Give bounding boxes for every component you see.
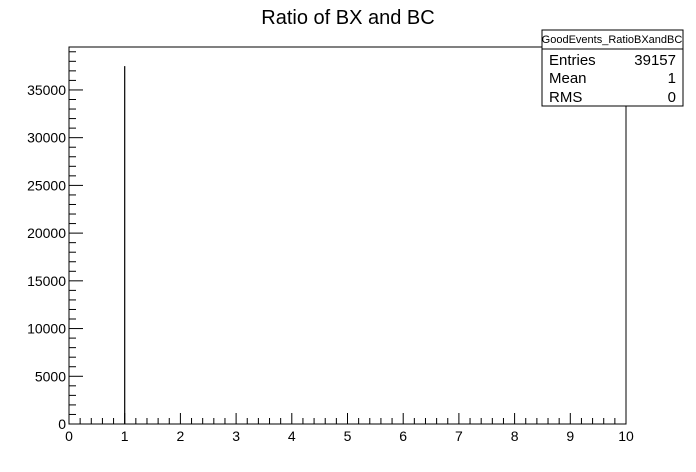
- stats-box-name: GoodEvents_RatioBXandBC: [542, 34, 683, 46]
- stats-entries-value: 39157: [634, 52, 676, 69]
- stats-box: GoodEvents_RatioBXandBC Entries 39157 Me…: [541, 29, 684, 107]
- y-tick-label: 10000: [27, 321, 66, 337]
- stats-entries-label: Entries: [549, 52, 596, 69]
- x-tick-label: 5: [344, 428, 352, 444]
- x-tick-label: 6: [399, 428, 407, 444]
- x-tick-label: 0: [65, 428, 73, 444]
- x-tick-label: 10: [618, 428, 634, 444]
- y-tick-label: 5000: [35, 368, 66, 384]
- x-axis: 0 1 2 3 4 5 6 7 8 9 10: [65, 413, 634, 444]
- y-tick-label: 15000: [27, 273, 66, 289]
- stats-rms-label: RMS: [549, 89, 582, 106]
- x-tick-label: 8: [511, 428, 519, 444]
- y-tick-label: 0: [58, 416, 66, 432]
- stats-box-frame: [541, 29, 684, 107]
- y-tick-label: 35000: [27, 82, 66, 98]
- x-tick-label: 3: [232, 428, 240, 444]
- x-tick-label: 9: [566, 428, 574, 444]
- x-tick-label: 2: [177, 428, 185, 444]
- y-minor-ticks: [69, 51, 76, 415]
- x-tick-label: 7: [455, 428, 463, 444]
- stats-mean-label: Mean: [549, 70, 587, 87]
- x-tick-label: 4: [288, 428, 296, 444]
- y-tick-label: 20000: [27, 225, 66, 241]
- stats-rms-value: 0: [668, 89, 676, 106]
- y-tick-label: 30000: [27, 130, 66, 146]
- chart-title: Ratio of BX and BC: [261, 7, 434, 29]
- x-tick-label: 1: [121, 428, 129, 444]
- x-minor-ticks: [79, 418, 616, 424]
- stats-mean-value: 1: [668, 70, 676, 87]
- y-axis: 0 5000 10000 15000 20000 25000 30000 35000: [27, 82, 83, 432]
- y-tick-label: 25000: [27, 177, 66, 193]
